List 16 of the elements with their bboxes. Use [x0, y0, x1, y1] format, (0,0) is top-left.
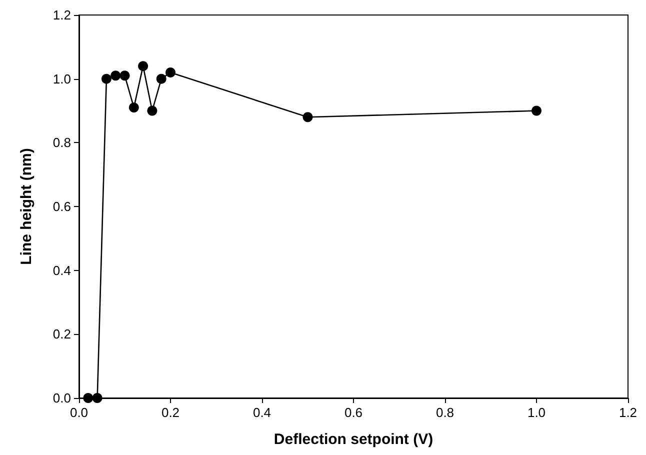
x-tick-label: 0.8	[436, 405, 454, 420]
y-tick-label: 0.6	[52, 199, 71, 214]
x-axis-title: Deflection setpoint (V)	[274, 431, 434, 448]
y-tick-label: 1.2	[52, 8, 71, 22]
y-tick-label: 1.0	[52, 71, 71, 86]
x-tick-label: 0.4	[252, 405, 272, 420]
y-tick-label: 0.0	[52, 390, 71, 406]
x-tick-label: 1.2	[618, 405, 638, 420]
y-axis-title: Line height (nm)	[18, 148, 35, 265]
y-tick-label: 0.8	[52, 135, 71, 150]
x-tick-label: 0.0	[70, 405, 88, 420]
x-tick-label: 0.6	[344, 405, 363, 420]
y-tick-label: 0.2	[52, 326, 71, 342]
y-tick-label: 0.4	[52, 262, 71, 278]
x-tick-label: 0.2	[161, 405, 180, 420]
x-tick-label: 1.0	[527, 405, 546, 420]
